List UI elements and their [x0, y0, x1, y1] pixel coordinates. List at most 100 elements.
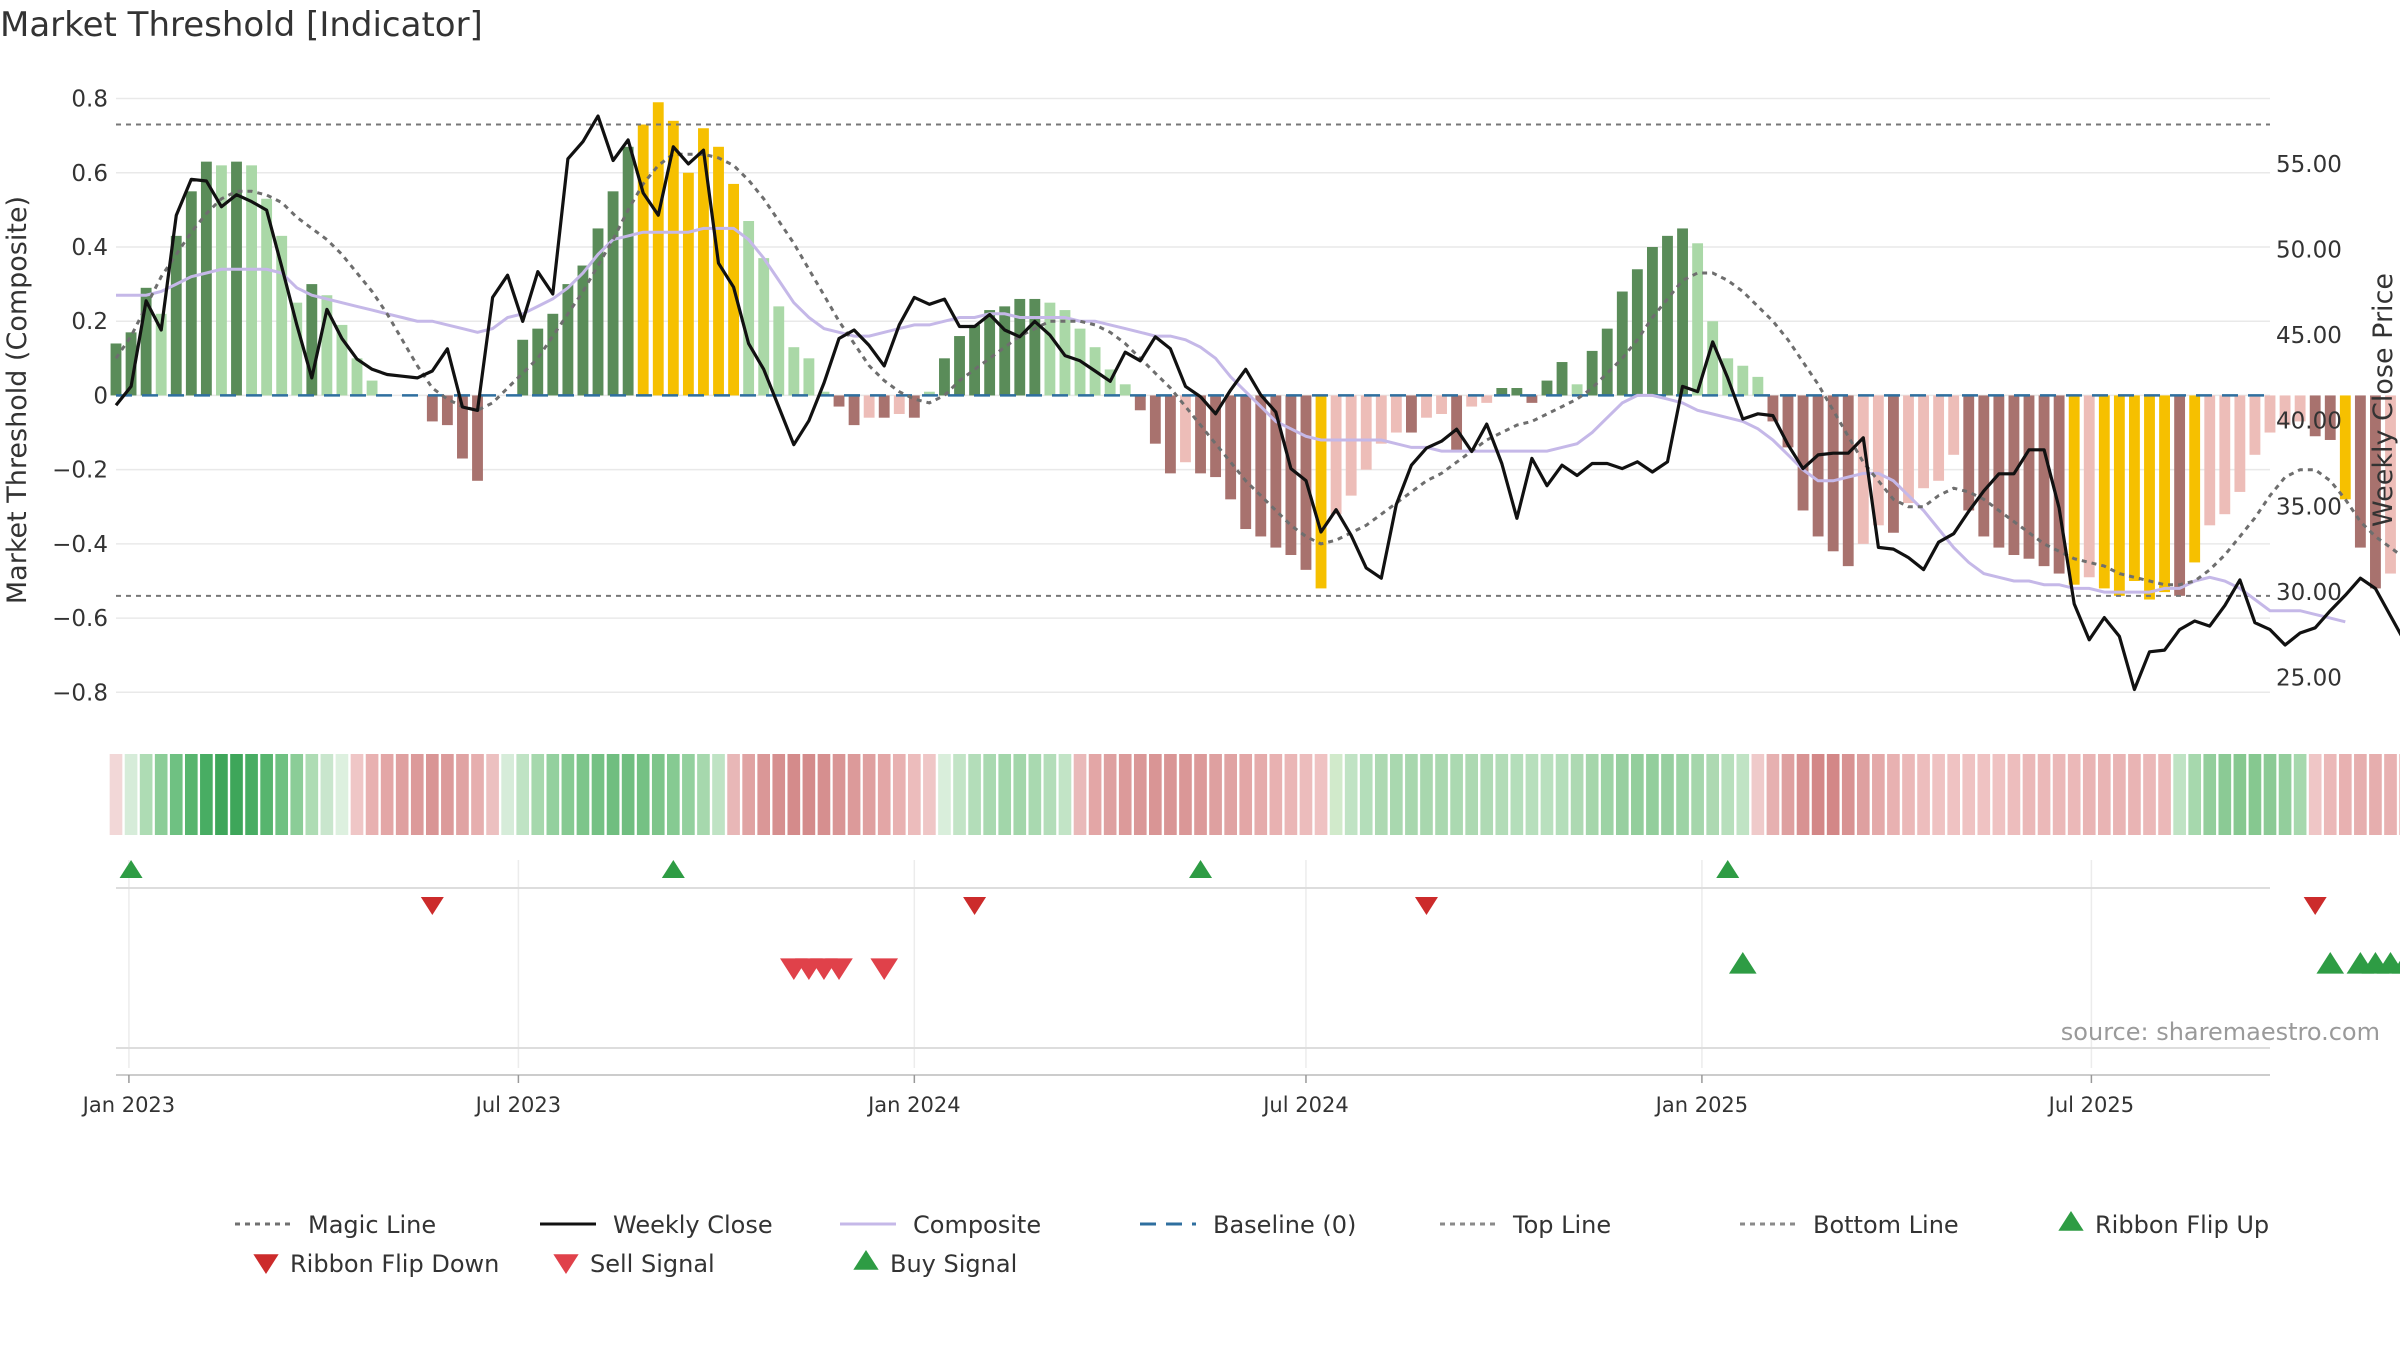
weekly-close-line: [114, 114, 2400, 692]
reference-lines: [116, 123, 2270, 597]
composite-bar: [2264, 395, 2276, 433]
composite-bar: [999, 306, 1011, 396]
ribbon-cell: [877, 754, 891, 835]
composite-bar: [1812, 395, 1824, 537]
composite-bar: [441, 395, 453, 426]
composite-bar: [2339, 395, 2351, 500]
ribbon-cell: [290, 754, 304, 835]
ribbon-cell: [1465, 754, 1478, 835]
legend-label: Ribbon Flip Down: [290, 1250, 499, 1278]
ribbon-cell: [1329, 754, 1343, 835]
composite-bar: [1541, 380, 1553, 396]
right-tick-label: 50.00: [2276, 237, 2342, 263]
composite-bar: [2129, 395, 2140, 581]
ribbon-cell: [501, 754, 514, 835]
ribbon-cell: [1676, 754, 1689, 835]
composite-bar: [1360, 395, 1372, 470]
composite-bar: [1677, 228, 1688, 396]
composite-bar: [2279, 395, 2291, 426]
ribbon-flip-up-marker: [1189, 860, 1213, 878]
composite-bar: [1059, 310, 1071, 396]
ribbon-cell: [667, 754, 680, 835]
buy-signal-marker: [2391, 960, 2400, 974]
composite-bar: [246, 165, 257, 396]
composite-bar: [893, 395, 905, 414]
composite-bar: [1797, 395, 1809, 511]
ribbon-cell: [1133, 754, 1147, 835]
composite-bar: [1963, 395, 1975, 511]
ribbon-cell: [1013, 754, 1027, 835]
ribbon-cell: [230, 754, 243, 835]
sell-signal-marker: [825, 958, 853, 980]
composite-bar: [667, 120, 679, 396]
composite-bar: [200, 161, 212, 396]
ribbon-cell: [2263, 754, 2277, 835]
ribbon-flip-up-marker: [1716, 860, 1740, 878]
composite-bar: [1405, 395, 1417, 433]
ribbon-cell: [1239, 754, 1253, 835]
ribbon-cell: [847, 754, 861, 835]
ribbon-flip-up-marker: [661, 860, 685, 878]
ribbon-cell: [1766, 754, 1780, 835]
ribbon-cell: [320, 754, 334, 835]
ribbon-cell: [380, 754, 394, 835]
composite-bar: [517, 339, 529, 396]
ribbon-cell: [1194, 754, 1207, 835]
ribbon-cell: [1299, 754, 1313, 835]
ribbon-cell: [2369, 754, 2382, 835]
ribbon-cell: [727, 754, 740, 835]
composite-bar: [1345, 395, 1357, 496]
left-tick-label: −0.2: [52, 458, 108, 484]
x-tick-label: Jan 2025: [1654, 1093, 1749, 1117]
composite-bar: [2144, 395, 2155, 600]
ribbon-cell: [1374, 754, 1388, 835]
composite-bar: [1496, 388, 1508, 396]
composite-bar: [1978, 395, 1990, 537]
ribbon-cell: [1540, 754, 1554, 835]
ribbon-cell: [908, 754, 921, 835]
ribbon-cell: [561, 754, 575, 835]
composite-bar: [472, 395, 483, 481]
composite-bar: [923, 391, 935, 396]
ribbon-cell: [1947, 754, 1961, 835]
composite-bar: [818, 391, 830, 396]
ribbon-cell: [1721, 754, 1735, 835]
left-tick-label: −0.8: [52, 680, 108, 706]
ribbon-cell: [305, 754, 319, 835]
left-tick-label: 0: [93, 383, 108, 409]
composite-bar: [2068, 395, 2080, 585]
ribbon-cell: [1058, 754, 1072, 835]
ribbon-cell: [1254, 754, 1268, 835]
ribbon-cell: [441, 754, 454, 835]
ribbon-cell: [1269, 754, 1283, 835]
composite-bar: [1255, 395, 1267, 537]
composite-bar: [1466, 395, 1478, 407]
composite-bar: [2204, 395, 2216, 526]
ribbon-cell: [1118, 754, 1132, 835]
signal-panels-grid: [116, 860, 2270, 1076]
ribbon-cell: [712, 754, 725, 835]
x-tick-label: Jan 2024: [866, 1093, 961, 1117]
ribbon-cell: [1826, 754, 1840, 835]
sell-signal-marker: [870, 958, 899, 980]
ribbon-cell: [1661, 754, 1674, 835]
composite-bar: [1888, 395, 1899, 533]
composite-bar: [1436, 395, 1447, 414]
ribbon-cell: [2323, 754, 2337, 835]
composite-bar: [878, 395, 890, 418]
composite-bar: [848, 395, 860, 426]
composite-bar: [1752, 376, 1764, 396]
ribbon-cell: [1555, 754, 1569, 835]
composite-bar: [1195, 395, 1206, 474]
ribbon-cell: [1811, 754, 1825, 835]
composite-bar: [216, 165, 227, 396]
ribbon-flip-down-marker: [963, 897, 987, 915]
composite-bar: [592, 228, 604, 396]
right-tick-label: 35.00: [2276, 494, 2342, 520]
composite-bar: [969, 324, 981, 396]
composite-bar: [2113, 395, 2125, 596]
ribbon-cell: [1480, 754, 1494, 835]
composite-bar: [2219, 395, 2231, 515]
ribbon-flip-down-marker: [420, 897, 444, 915]
